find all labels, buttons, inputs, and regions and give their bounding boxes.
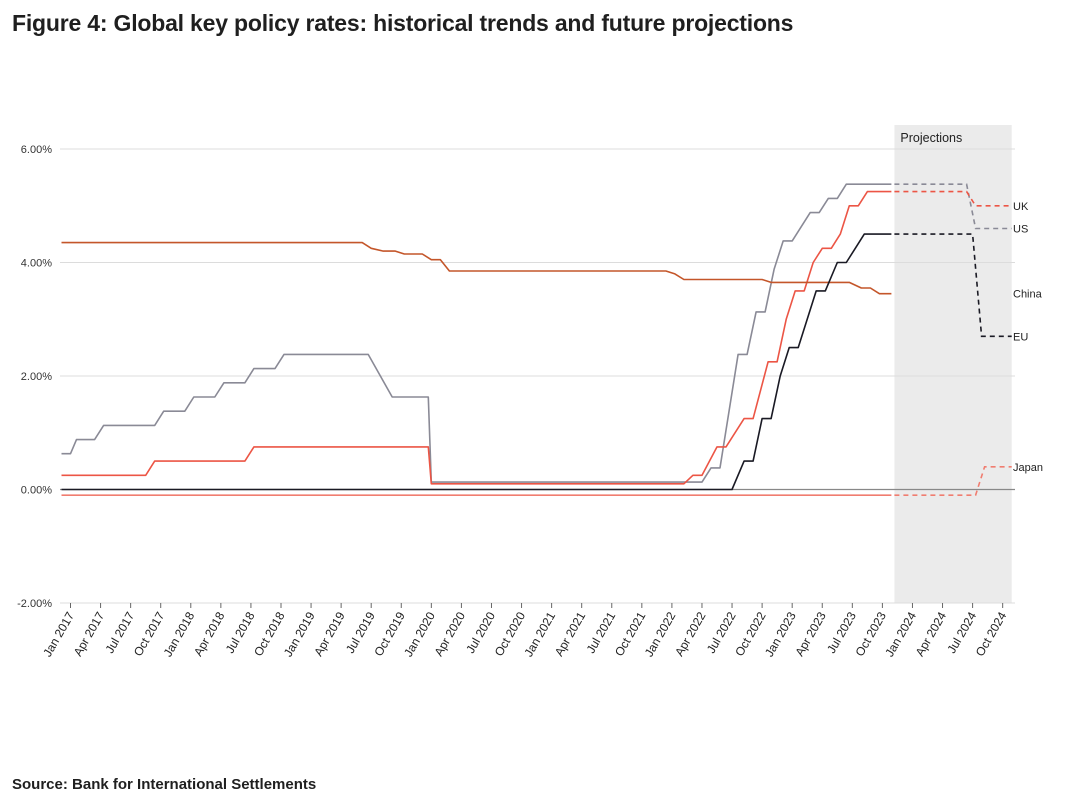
projection-band bbox=[894, 125, 1012, 603]
series-line-eu bbox=[61, 233, 892, 491]
y-tick-label: 4.00% bbox=[21, 258, 52, 270]
source-note: Source: Bank for International Settlemen… bbox=[12, 776, 317, 793]
projection-line-japan bbox=[894, 465, 1012, 497]
projection-label: Projections bbox=[900, 131, 962, 145]
series-labels: US UK China EU Japan bbox=[1013, 201, 1043, 474]
projection-line-us bbox=[894, 183, 1012, 230]
series-lines bbox=[61, 183, 1012, 497]
policy-rates-chart: Projections US UK China EU Japan 6.00% 4.00% 2… bbox=[17, 125, 1043, 659]
projection-line-eu bbox=[894, 233, 1012, 338]
series-line-uk bbox=[61, 190, 892, 485]
y-tick-label: 2.00% bbox=[21, 371, 52, 383]
y-tick-label: 0.00% bbox=[21, 485, 52, 497]
gridlines bbox=[60, 148, 1015, 604]
series-line-us bbox=[61, 183, 892, 483]
projection-line-uk bbox=[894, 190, 1012, 207]
series-label-china: China bbox=[1013, 289, 1043, 301]
series-line-china bbox=[61, 241, 892, 295]
y-tick-label: 6.00% bbox=[21, 144, 52, 156]
projection-region: Projections bbox=[894, 125, 1012, 603]
figure-title: Figure 4: Global key policy rates: histo… bbox=[12, 10, 794, 36]
series-label-uk: UK bbox=[1013, 201, 1029, 213]
series-label-eu: EU bbox=[1013, 331, 1028, 343]
series-label-japan: Japan bbox=[1013, 462, 1043, 474]
y-tick-label: -2.00% bbox=[17, 598, 52, 610]
series-label-us: US bbox=[1013, 223, 1028, 235]
y-axis-ticks: 6.00% 4.00% 2.00% 0.00% -2.00% bbox=[17, 144, 52, 610]
